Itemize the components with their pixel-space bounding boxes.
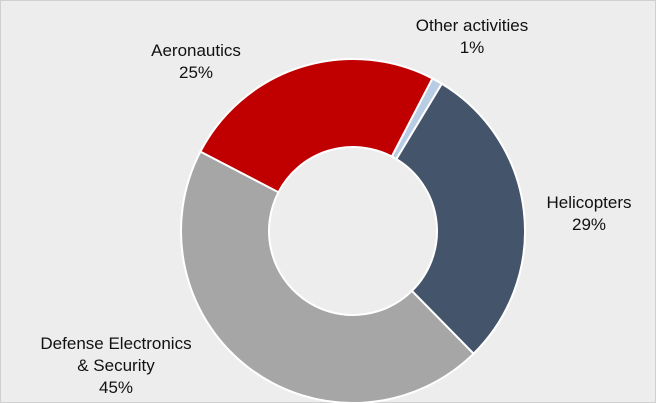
data-label-name: Defense Electronics — [40, 334, 191, 353]
data-label-value: 45% — [99, 378, 133, 397]
donut-slice-helicopters — [395, 82, 526, 356]
data-label-name: Aeronautics — [151, 41, 241, 60]
data-label-name: Other activities — [416, 16, 528, 35]
data-label-name: & Security — [77, 356, 155, 375]
data-label-other-activities: Other activities 1% — [416, 16, 528, 57]
donut-slice-aeronautics — [199, 58, 434, 194]
data-label-helicopters: Helicopters 29% — [546, 193, 631, 234]
data-label-name: Helicopters — [546, 193, 631, 212]
data-label-defense-electronics-security: Defense Electronics & Security 45% — [40, 334, 191, 397]
data-label-value: 29% — [572, 215, 606, 234]
data-label-value: 25% — [179, 63, 213, 82]
data-label-value: 1% — [460, 38, 485, 57]
data-label-aeronautics: Aeronautics 25% — [151, 41, 241, 82]
